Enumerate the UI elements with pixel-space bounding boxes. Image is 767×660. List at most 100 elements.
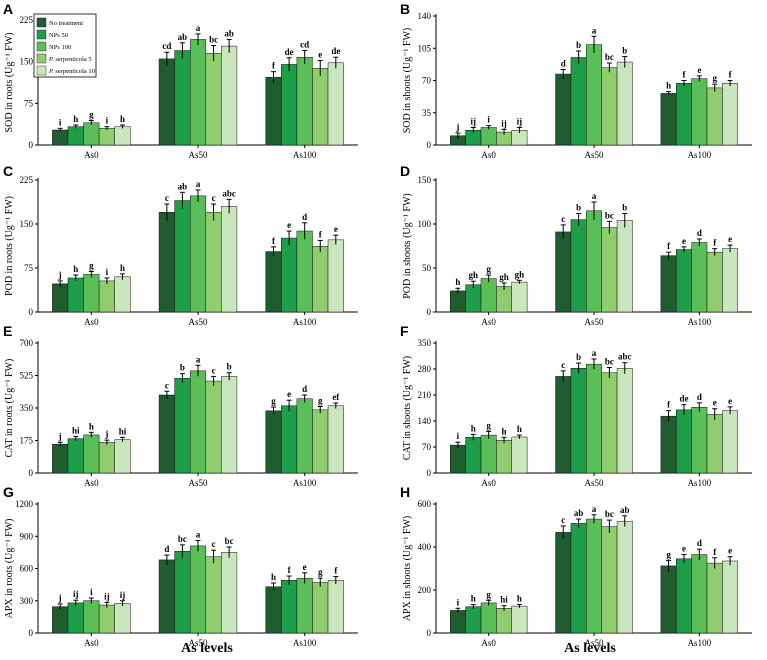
bar	[449, 444, 466, 474]
bar	[281, 405, 298, 474]
significance-letter: d	[697, 392, 702, 402]
significance-letter: a	[592, 191, 597, 201]
bar	[221, 376, 238, 474]
x-tick-label: As50	[584, 317, 604, 327]
bar	[221, 206, 238, 313]
bar	[83, 122, 100, 146]
legend-swatch	[36, 17, 47, 28]
bar	[570, 219, 587, 313]
bar	[281, 580, 298, 634]
bar	[114, 126, 131, 146]
legend-label: P. serpenticola 5	[48, 56, 92, 63]
bar	[327, 580, 344, 634]
significance-letter: ij	[104, 591, 110, 601]
significance-letter: bc	[605, 509, 614, 519]
significance-letter: e	[728, 234, 732, 244]
x-tick-label: As50	[584, 150, 604, 160]
significance-letter: de	[679, 394, 688, 404]
significance-letter: e	[713, 398, 717, 408]
bar	[480, 434, 497, 474]
bar	[555, 231, 572, 313]
significance-letter: e	[303, 562, 307, 572]
bar	[221, 552, 238, 634]
bar	[67, 126, 84, 146]
legend-label-text: serpenticola 10	[54, 68, 95, 75]
significance-letter: j	[104, 429, 108, 439]
significance-letter: de	[285, 47, 294, 57]
significance-letter: i	[106, 116, 109, 126]
significance-letter: bc	[209, 35, 218, 45]
significance-letter: hi	[500, 595, 508, 605]
bar	[676, 249, 692, 313]
x-axis-title-right: As levels	[564, 641, 616, 656]
significance-letter: j	[58, 270, 62, 280]
y-tick-label: 175	[20, 436, 34, 446]
bar	[83, 274, 100, 313]
significance-letter: g	[666, 550, 671, 560]
bar	[98, 128, 115, 146]
y-tick-label: 210	[418, 390, 432, 400]
significance-letter: f	[272, 236, 276, 246]
significance-letter: g	[271, 396, 276, 406]
significance-letter: g	[712, 73, 717, 83]
bar	[722, 248, 739, 313]
legend-label-text: serpenticola 5	[54, 56, 92, 63]
significance-letter: ij	[501, 118, 507, 128]
significance-letter: d	[697, 228, 702, 238]
bar	[312, 409, 329, 474]
x-tick-label: As100	[688, 150, 712, 160]
significance-letter: ab	[178, 181, 188, 191]
bar	[312, 68, 329, 146]
bar	[465, 606, 482, 634]
bar	[189, 545, 207, 634]
bar	[722, 410, 739, 474]
significance-letter: gh	[469, 270, 479, 280]
significance-letter: bc	[605, 52, 614, 62]
bar	[691, 242, 708, 313]
legend-swatch	[36, 53, 47, 64]
chart-panel-f: F 0 70 140 210 280 350 CAT in shoots (Ug⁻¹ FW) A…	[400, 323, 752, 488]
y-tick-label: 200	[418, 585, 432, 595]
significance-letter: a	[196, 179, 201, 189]
legend-label-text: NPs 50	[49, 32, 68, 39]
y-tick-label: 300	[20, 596, 34, 606]
bar	[83, 600, 100, 634]
bar	[98, 604, 115, 634]
significance-letter: h	[517, 593, 522, 603]
bar	[706, 414, 723, 474]
significance-letter: ef	[332, 392, 340, 402]
significance-letter: a	[196, 354, 201, 364]
legend-label-italic: P.	[48, 56, 54, 63]
y-tick-label: 525	[20, 371, 34, 381]
significance-letter: ab	[178, 32, 188, 42]
y-tick-label: 0	[427, 468, 432, 478]
bar	[511, 605, 528, 634]
significance-letter: d	[164, 544, 169, 554]
bar	[480, 127, 497, 146]
significance-letter: h	[455, 277, 460, 287]
legend-swatch	[36, 41, 47, 52]
significance-letter: c	[212, 365, 216, 375]
bar	[601, 526, 618, 634]
legend-label-text: NPs 100	[49, 44, 71, 51]
bar	[706, 251, 723, 313]
bar	[660, 93, 677, 146]
significance-letter: f	[272, 61, 276, 71]
bar	[449, 610, 466, 634]
significance-letter: f	[713, 238, 717, 248]
bar	[586, 44, 602, 146]
y-tick-label: 0	[427, 140, 432, 150]
significance-letter: j	[58, 593, 62, 603]
significance-letter: f	[334, 566, 338, 576]
bar	[189, 39, 207, 146]
significance-letter: d	[561, 58, 566, 68]
x-tick-label: As50	[188, 638, 208, 648]
chart-panel-c: C 0 75 150 225 POD in roots (Ug⁻¹ FW) As0 j h g i h…	[3, 163, 358, 327]
y-axis-title: POD in roots (Ug⁻¹ FW)	[4, 196, 15, 296]
bar	[281, 237, 298, 313]
bar	[601, 227, 618, 313]
bar	[586, 363, 602, 474]
significance-letter: i	[59, 117, 62, 127]
bar	[449, 290, 466, 313]
